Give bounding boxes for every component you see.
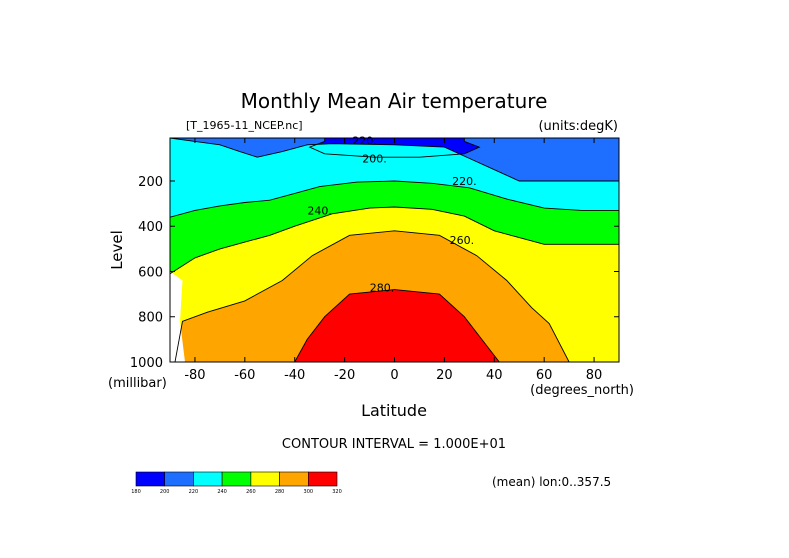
x-tick-label: 0 — [390, 368, 398, 383]
source-label: [T_1965-11_NCEP.nc] — [186, 119, 303, 132]
contour-label: 220. — [452, 175, 477, 188]
missing-data-patch — [170, 271, 185, 362]
x-tick-label: -20 — [334, 368, 355, 383]
y-unit-label: (millibar) — [108, 376, 167, 391]
contour-line-220 — [170, 138, 619, 182]
contour-label: 260. — [450, 234, 475, 247]
colorbar-swatch — [279, 471, 309, 487]
colorbar-tick-label: 300 — [304, 489, 314, 495]
colorbar-tick-label: 280 — [275, 489, 285, 495]
y-tick-label: 400 — [138, 220, 163, 235]
y-tick-label: 600 — [138, 265, 163, 280]
x-tick-label: 60 — [536, 368, 553, 383]
contour-label: 220. — [352, 134, 377, 147]
colorbar-swatch — [193, 471, 223, 487]
chart-title: Monthly Mean Air temperature — [241, 89, 548, 113]
colorbar-tick-label: 320 — [332, 489, 342, 495]
colorbar-swatch — [250, 471, 280, 487]
colorbar-tick-label: 240 — [217, 489, 227, 495]
y-tick-label: 200 — [138, 175, 163, 190]
colorbar-tick-label: 260 — [246, 489, 256, 495]
x-unit-label: (degrees_north) — [530, 383, 634, 398]
colorbar-tick-label: 220 — [189, 489, 199, 495]
contour-line-200 — [170, 138, 619, 158]
mean-info-text: (mean) lon:0..357.5 — [492, 475, 611, 489]
contour-interval-text: CONTOUR INTERVAL = 1.000E+01 — [282, 437, 506, 452]
x-tick-label: 80 — [586, 368, 603, 383]
plot-area — [169, 137, 620, 363]
contour-line-260 — [170, 206, 619, 275]
colorbar-swatch — [164, 471, 194, 487]
x-tick-label: 20 — [436, 368, 453, 383]
fill-band-300-320 — [294, 289, 500, 362]
contour-line-280 — [174, 230, 570, 362]
x-tick-label: 40 — [486, 368, 503, 383]
x-tick-label: -40 — [284, 368, 305, 383]
y-tick-label: 1000 — [130, 356, 163, 371]
contour-line-240 — [170, 180, 619, 218]
y-axis-label: Level — [108, 230, 126, 270]
contour-line-300 — [294, 289, 500, 362]
colorbar: 180 200 220 240 260 280 300 320 — [131, 471, 342, 495]
x-tick-label: -80 — [184, 368, 205, 383]
x-tick-label: -60 — [234, 368, 255, 383]
y-tick-label: 800 — [138, 311, 163, 326]
units-label: (units:degK) — [538, 119, 618, 134]
contour-label: 240. — [307, 204, 332, 217]
colorbar-swatch — [221, 471, 252, 487]
contour-label: 200. — [362, 152, 387, 165]
colorbar-tick-label: 180 — [131, 489, 141, 495]
colorbar-tick-label: 200 — [160, 489, 170, 495]
contour-label: 280. — [370, 281, 395, 294]
x-axis-label: Latitude — [361, 401, 427, 420]
colorbar-swatch — [307, 471, 338, 487]
colorbar-swatch — [135, 471, 166, 487]
